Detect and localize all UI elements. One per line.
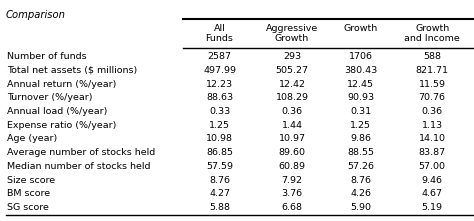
Text: 9.86: 9.86 <box>350 134 372 143</box>
Text: Growth: Growth <box>275 34 309 43</box>
Text: 7.92: 7.92 <box>282 175 302 185</box>
Text: Growth: Growth <box>344 24 378 33</box>
Text: 505.27: 505.27 <box>275 66 309 75</box>
Text: 1.44: 1.44 <box>282 121 302 130</box>
Text: 380.43: 380.43 <box>344 66 377 75</box>
Text: 293: 293 <box>283 52 301 61</box>
Text: 1.25: 1.25 <box>209 121 230 130</box>
Text: 2587: 2587 <box>208 52 231 61</box>
Text: Number of funds: Number of funds <box>7 52 87 61</box>
Text: Average number of stocks held: Average number of stocks held <box>7 148 155 157</box>
Text: 1.25: 1.25 <box>350 121 372 130</box>
Text: SG score: SG score <box>7 203 49 212</box>
Text: 8.76: 8.76 <box>209 175 230 185</box>
Text: 5.19: 5.19 <box>422 203 443 212</box>
Text: 4.27: 4.27 <box>209 189 230 198</box>
Text: 12.23: 12.23 <box>206 80 233 89</box>
Text: 83.87: 83.87 <box>419 148 446 157</box>
Text: 0.36: 0.36 <box>282 107 302 116</box>
Text: 57.59: 57.59 <box>206 162 233 171</box>
Text: 588: 588 <box>423 52 441 61</box>
Text: Aggressive: Aggressive <box>266 24 318 33</box>
Text: All: All <box>214 24 225 33</box>
Text: Comparison: Comparison <box>6 10 66 20</box>
Text: 88.63: 88.63 <box>206 93 233 102</box>
Text: 821.71: 821.71 <box>416 66 449 75</box>
Text: 57.00: 57.00 <box>419 162 446 171</box>
Text: 10.98: 10.98 <box>206 134 233 143</box>
Text: 497.99: 497.99 <box>203 66 236 75</box>
Text: 0.36: 0.36 <box>421 107 443 116</box>
Text: 8.76: 8.76 <box>350 175 372 185</box>
Text: 5.90: 5.90 <box>350 203 372 212</box>
Text: Age (year): Age (year) <box>7 134 57 143</box>
Text: 60.89: 60.89 <box>278 162 305 171</box>
Text: 1.13: 1.13 <box>421 121 443 130</box>
Text: Total net assets ($ millions): Total net assets ($ millions) <box>7 66 137 75</box>
Text: 5.88: 5.88 <box>209 203 230 212</box>
Text: 4.26: 4.26 <box>350 189 372 198</box>
Text: 0.31: 0.31 <box>350 107 372 116</box>
Text: Median number of stocks held: Median number of stocks held <box>7 162 151 171</box>
Text: 6.68: 6.68 <box>282 203 302 212</box>
Text: 89.60: 89.60 <box>278 148 305 157</box>
Text: BM score: BM score <box>7 189 50 198</box>
Text: 70.76: 70.76 <box>419 93 446 102</box>
Text: 90.93: 90.93 <box>347 93 374 102</box>
Text: Turnover (%/year): Turnover (%/year) <box>7 93 92 102</box>
Text: 11.59: 11.59 <box>419 80 446 89</box>
Text: 10.97: 10.97 <box>278 134 305 143</box>
Text: Annual return (%/year): Annual return (%/year) <box>7 80 117 89</box>
Text: 3.76: 3.76 <box>282 189 302 198</box>
Text: 12.42: 12.42 <box>278 80 305 89</box>
Text: 57.26: 57.26 <box>347 162 374 171</box>
Text: 14.10: 14.10 <box>419 134 446 143</box>
Text: Annual load (%/year): Annual load (%/year) <box>7 107 108 116</box>
Text: 88.55: 88.55 <box>347 148 374 157</box>
Text: 9.46: 9.46 <box>422 175 443 185</box>
Text: 12.45: 12.45 <box>347 80 374 89</box>
Text: Size score: Size score <box>7 175 55 185</box>
Text: 4.67: 4.67 <box>422 189 443 198</box>
Text: Expense ratio (%/year): Expense ratio (%/year) <box>7 121 117 130</box>
Text: 0.33: 0.33 <box>209 107 230 116</box>
Text: Funds: Funds <box>206 34 233 43</box>
Text: Growth: Growth <box>415 24 449 33</box>
Text: 1706: 1706 <box>349 52 373 61</box>
Text: and Income: and Income <box>404 34 460 43</box>
Text: 86.85: 86.85 <box>206 148 233 157</box>
Text: 108.29: 108.29 <box>275 93 309 102</box>
